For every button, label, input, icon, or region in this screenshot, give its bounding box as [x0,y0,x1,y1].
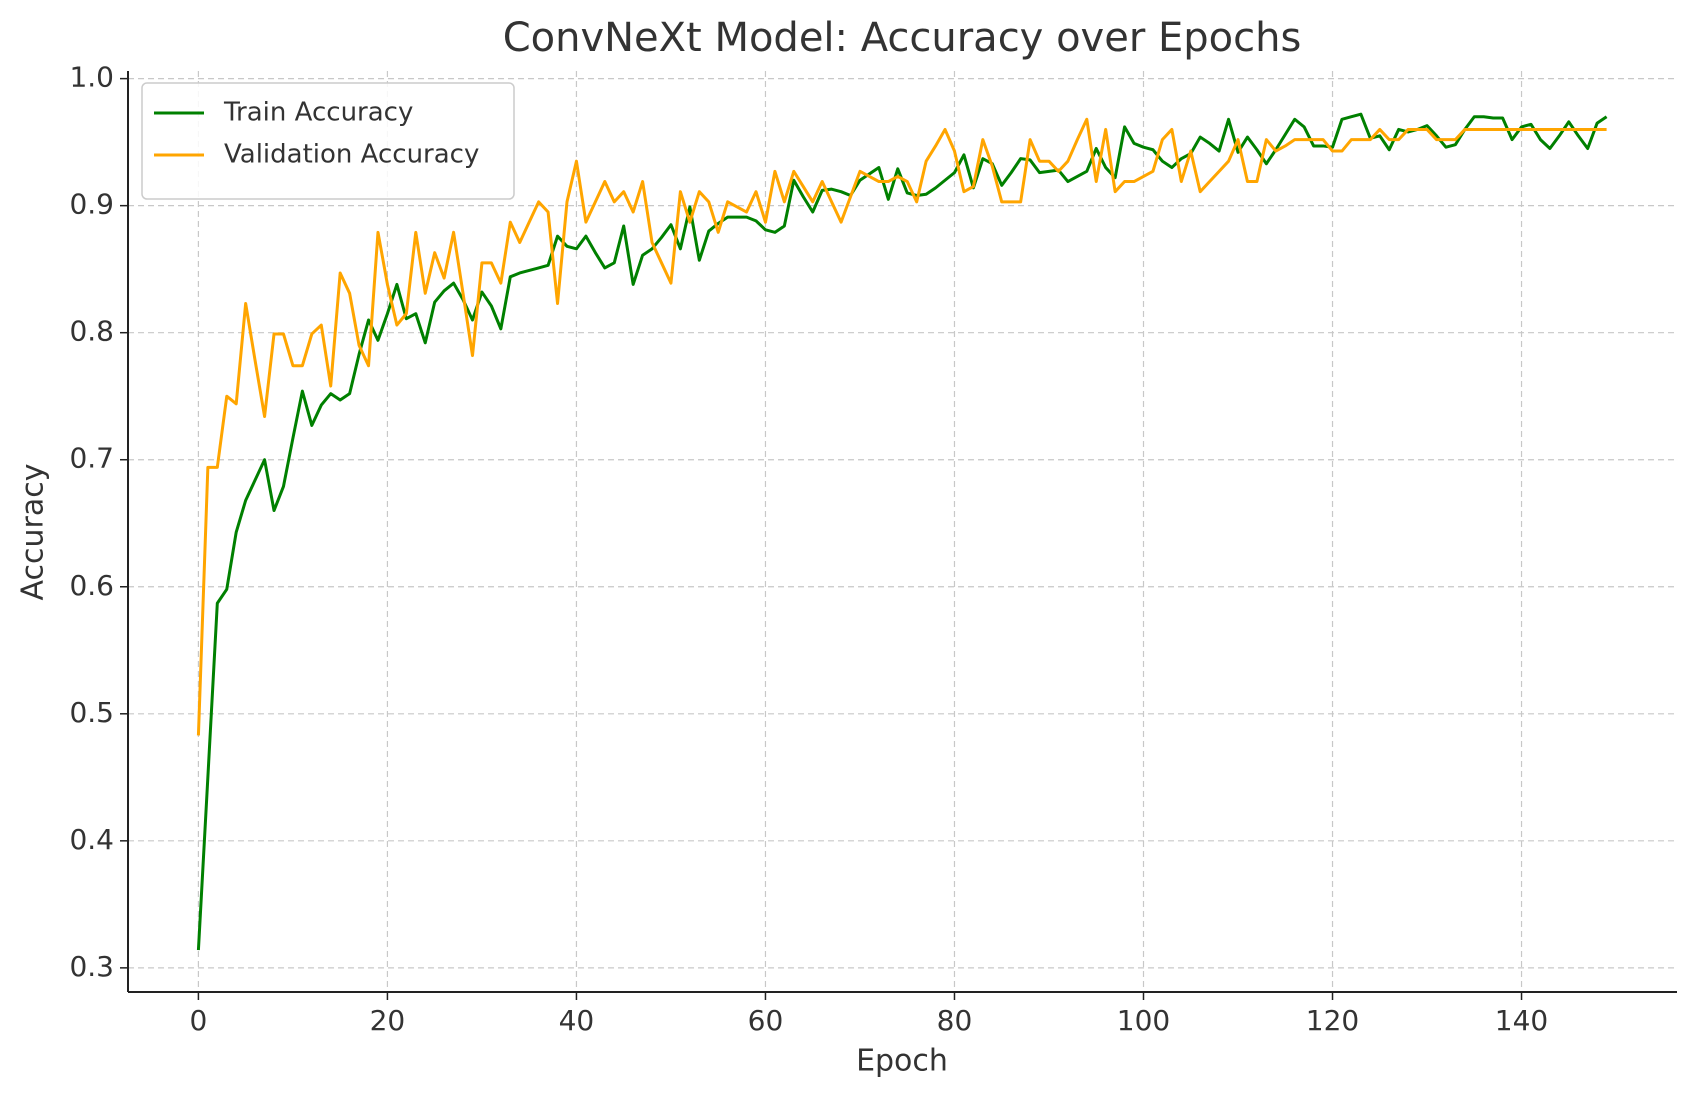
legend-label: Validation Accuracy [224,140,479,170]
data-line [196,117,1607,736]
y-axis-label: Accuracy [16,464,51,601]
legend: Train Accuracy Validation Accuracy [141,82,515,200]
x-axis-label: Epoch [856,1044,948,1079]
data-line [196,112,1608,951]
legend-box [141,82,515,200]
y-tick-label: 0.7 [69,442,114,475]
legend-label: Train Accuracy [223,98,413,128]
x-tick-label: 120 [1306,1004,1359,1037]
x-tick-label: 100 [1117,1004,1170,1037]
x-tick-label: 60 [748,1004,784,1037]
x-tick-label: 20 [370,1004,406,1037]
y-tick-label: 0.8 [69,315,114,348]
chart-title: ConvNeXt Model: Accuracy over Epochs [503,15,1302,61]
y-tick-label: 0.3 [69,950,114,983]
y-tick-label: 0.6 [69,569,114,602]
x-tick-label: 0 [189,1004,207,1037]
y-tick-label: 0.4 [69,823,114,856]
x-tick-label: 80 [937,1004,973,1037]
y-tick-label: 0.5 [69,696,114,729]
x-tick-label: 140 [1495,1004,1548,1037]
y-tick-label: 0.9 [69,188,114,221]
y-tick-label: 1.0 [69,61,114,94]
x-tick-label: 40 [559,1004,595,1037]
